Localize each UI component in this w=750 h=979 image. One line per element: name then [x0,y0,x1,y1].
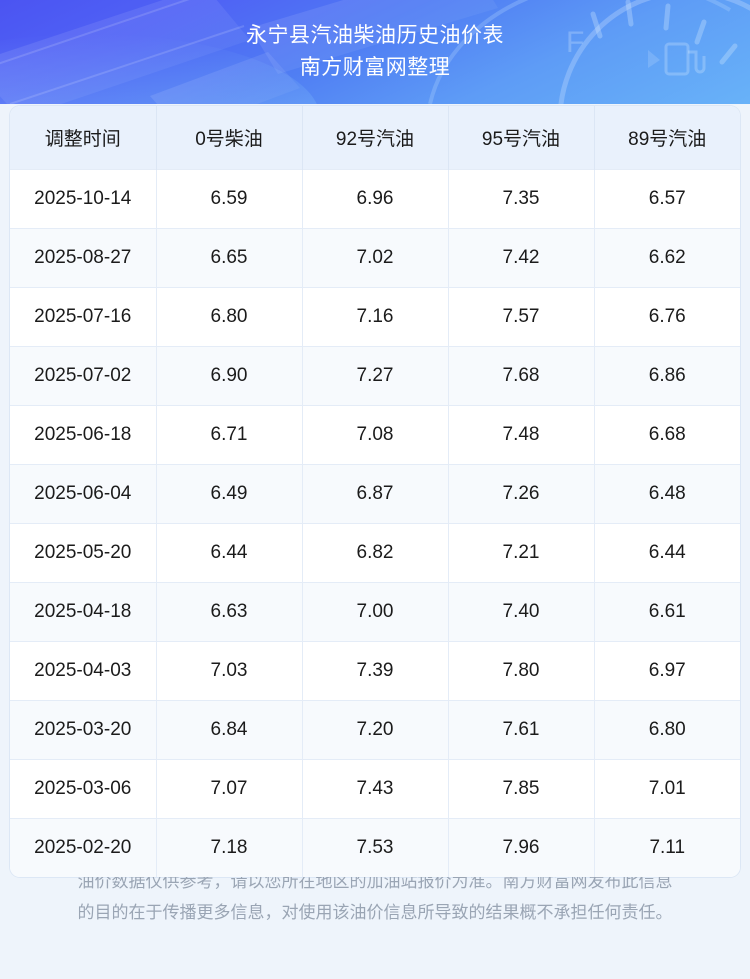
cell-date: 2025-10-14 [10,169,157,229]
table-row: 2025-07-02 6.90 7.27 7.68 6.86 [10,346,740,406]
column-header-date: 调整时间 [10,106,157,170]
cell-diesel0: 6.59 [156,169,303,229]
table-row: 2025-08-27 6.65 7.02 7.42 6.62 [10,228,740,288]
cell-gas89: 6.57 [594,169,740,229]
cell-date: 2025-06-04 [10,464,157,524]
cell-gas95: 7.96 [448,818,595,877]
cell-gas89: 7.01 [594,759,740,819]
column-header-diesel0: 0号柴油 [156,106,303,170]
cell-date: 2025-04-03 [10,641,157,701]
cell-gas89: 7.11 [594,818,740,877]
cell-gas92: 6.96 [302,169,449,229]
cell-diesel0: 7.18 [156,818,303,877]
table-row: 2025-05-20 6.44 6.82 7.21 6.44 [10,523,740,583]
cell-gas89: 6.62 [594,228,740,288]
column-header-gas92: 92号汽油 [302,106,449,170]
cell-gas92: 7.16 [302,287,449,347]
cell-date: 2025-07-16 [10,287,157,347]
cell-date: 2025-06-18 [10,405,157,465]
cell-gas92: 7.08 [302,405,449,465]
cell-diesel0: 6.80 [156,287,303,347]
cell-gas95: 7.80 [448,641,595,701]
oil-price-table: 调整时间 0号柴油 92号汽油 95号汽油 89号汽油 2025-10-14 6… [10,106,740,877]
table-head: 调整时间 0号柴油 92号汽油 95号汽油 89号汽油 [10,106,740,170]
cell-gas92: 7.43 [302,759,449,819]
cell-gas95: 7.57 [448,287,595,347]
cell-gas95: 7.26 [448,464,595,524]
cell-gas92: 6.87 [302,464,449,524]
cell-gas92: 7.53 [302,818,449,877]
table-row: 2025-03-20 6.84 7.20 7.61 6.80 [10,700,740,760]
cell-gas95: 7.42 [448,228,595,288]
cell-gas95: 7.40 [448,582,595,642]
table-body: 2025-10-14 6.59 6.96 7.35 6.57 2025-08-2… [10,169,740,877]
table-row: 2025-02-20 7.18 7.53 7.96 7.11 [10,818,740,877]
table-row: 2025-04-18 6.63 7.00 7.40 6.61 [10,582,740,642]
cell-gas89: 6.44 [594,523,740,583]
cell-diesel0: 6.49 [156,464,303,524]
column-header-gas89: 89号汽油 [594,106,740,170]
cell-diesel0: 6.71 [156,405,303,465]
cell-gas89: 6.80 [594,700,740,760]
cell-diesel0: 6.90 [156,346,303,406]
table-row: 2025-03-06 7.07 7.43 7.85 7.01 [10,759,740,819]
table-header-row: 调整时间 0号柴油 92号汽油 95号汽油 89号汽油 [10,106,740,170]
cell-gas89: 6.61 [594,582,740,642]
cell-date: 2025-07-02 [10,346,157,406]
cell-date: 2025-03-06 [10,759,157,819]
cell-gas92: 7.39 [302,641,449,701]
cell-gas95: 7.48 [448,405,595,465]
table-row: 2025-04-03 7.03 7.39 7.80 6.97 [10,641,740,701]
cell-diesel0: 6.63 [156,582,303,642]
cell-gas95: 7.35 [448,169,595,229]
cell-diesel0: 6.84 [156,700,303,760]
cell-gas89: 6.76 [594,287,740,347]
cell-gas95: 7.61 [448,700,595,760]
table-row: 2025-06-04 6.49 6.87 7.26 6.48 [10,464,740,524]
cell-gas92: 7.20 [302,700,449,760]
banner-text-block: 永宁县汽油柴油历史油价表 南方财富网整理 [0,0,750,104]
cell-gas89: 6.86 [594,346,740,406]
cell-diesel0: 6.44 [156,523,303,583]
cell-gas92: 7.27 [302,346,449,406]
cell-gas95: 7.85 [448,759,595,819]
cell-diesel0: 7.07 [156,759,303,819]
cell-gas92: 7.02 [302,228,449,288]
cell-diesel0: 7.03 [156,641,303,701]
header-banner: F 永宁县汽油柴油历史油价表 南方财富网整理 [0,0,750,104]
table-row: 2025-10-14 6.59 6.96 7.35 6.57 [10,169,740,229]
cell-date: 2025-03-20 [10,700,157,760]
cell-gas89: 6.97 [594,641,740,701]
table-row: 2025-06-18 6.71 7.08 7.48 6.68 [10,405,740,465]
cell-gas89: 6.48 [594,464,740,524]
column-header-gas95: 95号汽油 [448,106,595,170]
cell-gas89: 6.68 [594,405,740,465]
cell-gas92: 6.82 [302,523,449,583]
cell-date: 2025-04-18 [10,582,157,642]
page-subtitle: 南方财富网整理 [299,55,451,79]
cell-date: 2025-05-20 [10,523,157,583]
price-table-card: S 南方财富网 outhmoney.com 调整时间 0号柴油 92号汽油 95… [10,106,740,877]
cell-gas95: 7.68 [448,346,595,406]
cell-date: 2025-02-20 [10,818,157,877]
cell-date: 2025-08-27 [10,228,157,288]
cell-gas92: 7.00 [302,582,449,642]
cell-gas95: 7.21 [448,523,595,583]
cell-diesel0: 6.65 [156,228,303,288]
page-title: 永宁县汽油柴油历史油价表 [246,24,504,48]
table-row: 2025-07-16 6.80 7.16 7.57 6.76 [10,287,740,347]
